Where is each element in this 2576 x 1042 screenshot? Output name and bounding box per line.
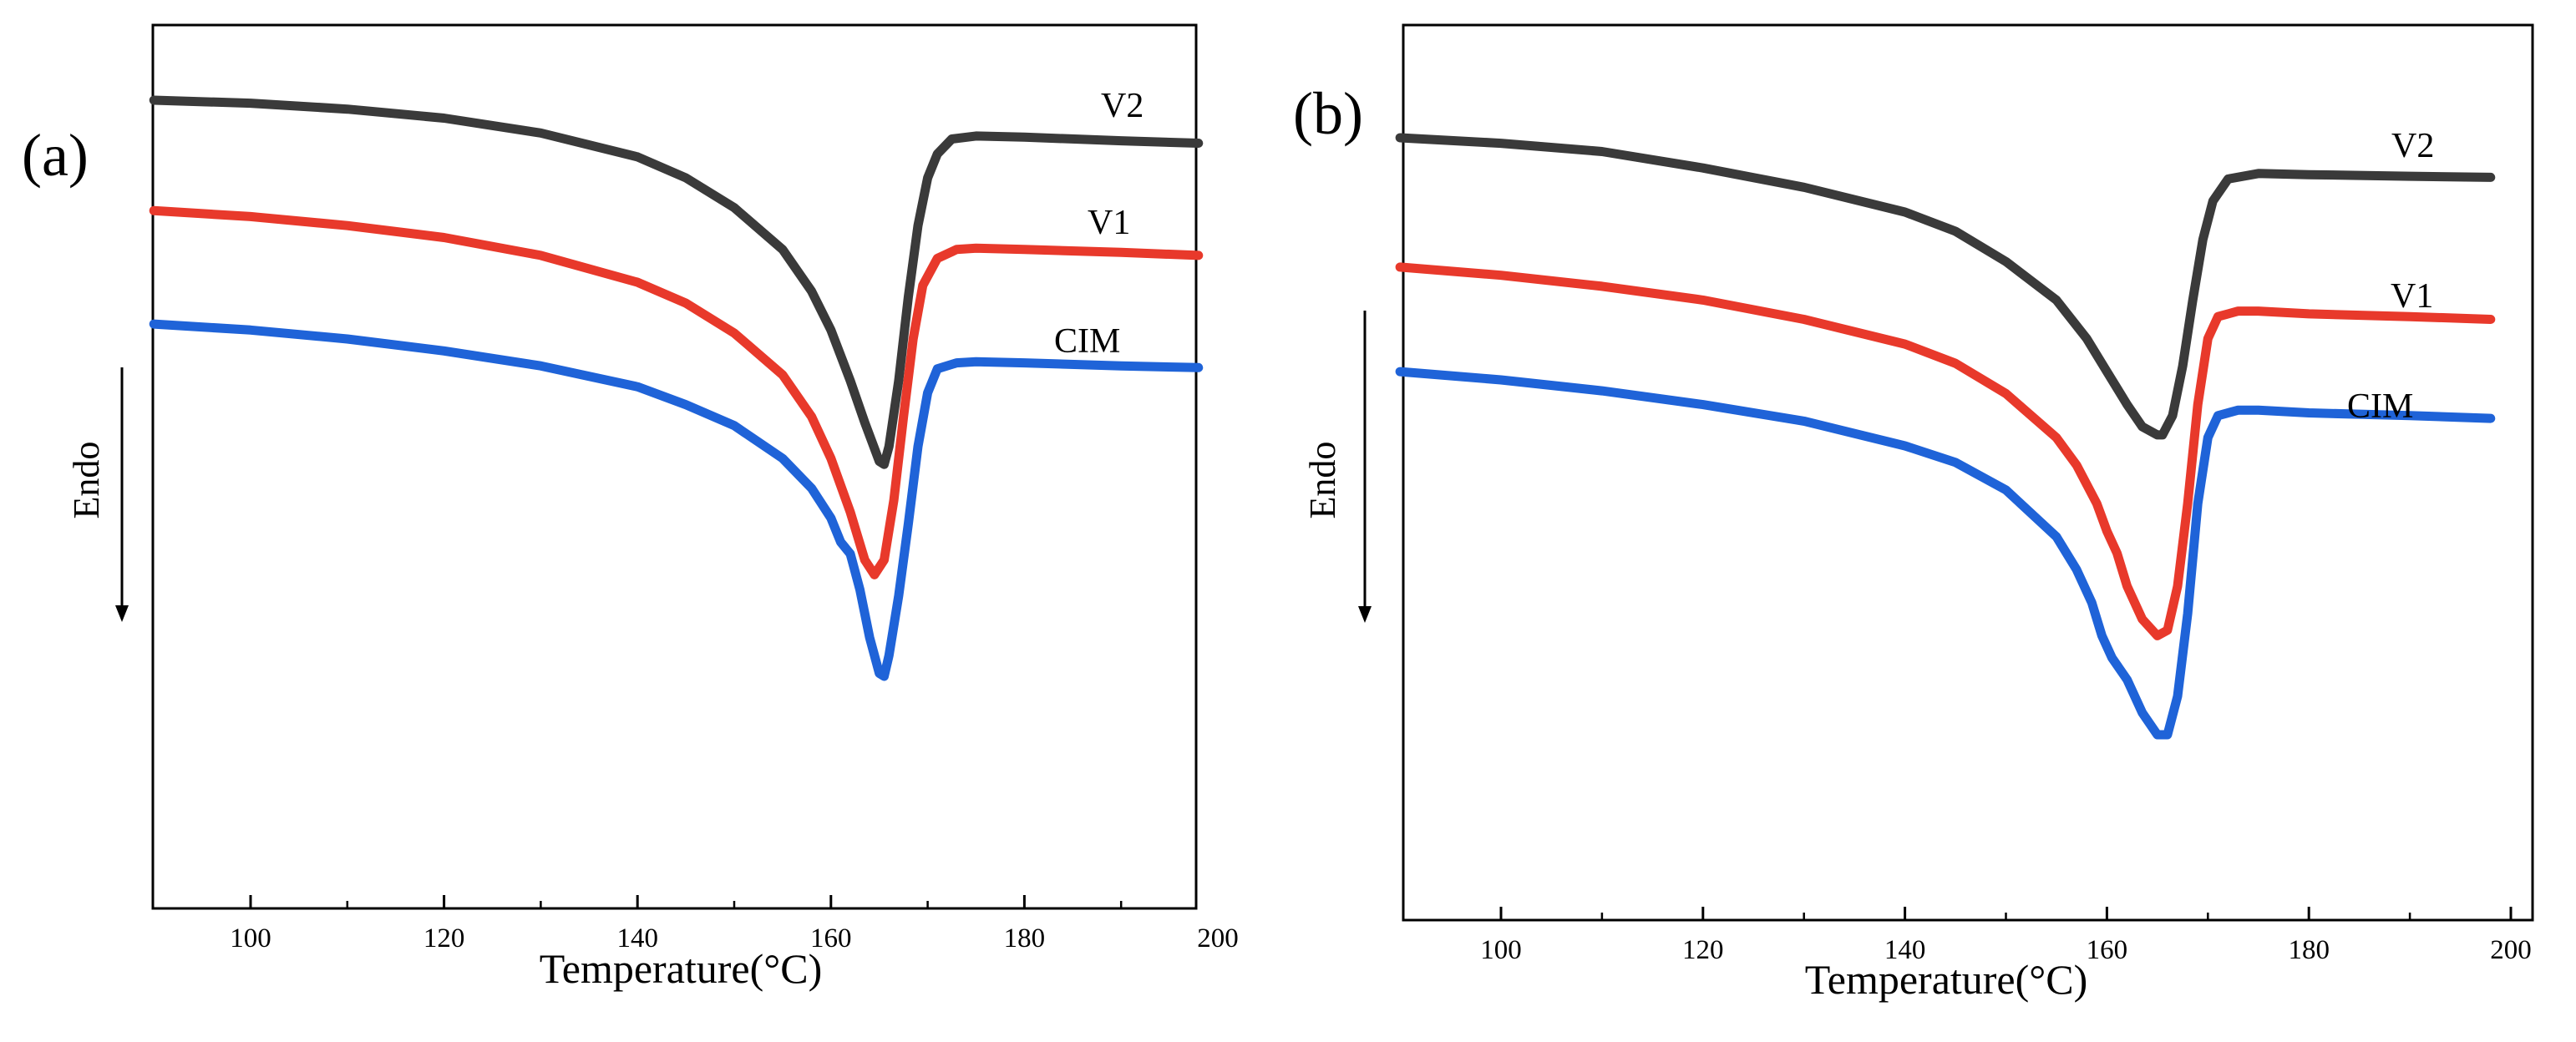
series-line-v1 xyxy=(1395,262,2496,640)
series-label-v2: V2 xyxy=(1101,87,1143,125)
x-tick-label: 120 xyxy=(1682,935,1724,965)
series-label-v1: V1 xyxy=(1088,204,1130,242)
series-line-v2 xyxy=(149,95,1204,469)
series-line-cim xyxy=(1395,367,2496,740)
x-tick-label: 200 xyxy=(1197,923,1239,953)
y-axis-label: Endo xyxy=(1302,442,1343,519)
series-label-cim: CIM xyxy=(1054,322,1120,361)
x-tick-label: 140 xyxy=(1884,935,1926,965)
panel-a: 100 120 140 160 180 200 V2 V1 CIM (a) Endo Temperat… xyxy=(22,23,1239,992)
x-tick-label: 160 xyxy=(2087,935,2128,965)
x-tick-label: 100 xyxy=(230,923,271,953)
panel-label: (a) xyxy=(22,122,89,189)
series-line-v1 xyxy=(149,205,1204,579)
endo-arrow-head xyxy=(1358,606,1372,623)
x-tick-label: 180 xyxy=(1004,923,1046,953)
panel-b: 100 120 140 160 180 200 V2 V1 CIM (b) Endo Temperat… xyxy=(1293,23,2534,1003)
series-label-v1: V1 xyxy=(2391,277,2433,316)
plot-frame xyxy=(1402,23,2534,922)
endo-arrow-head xyxy=(115,605,129,622)
series-line-cim xyxy=(149,319,1204,681)
series-line-v2 xyxy=(1395,133,2496,440)
x-axis-title: Temperature(°C) xyxy=(540,945,823,992)
y-axis-label: Endo xyxy=(66,442,107,519)
panel-label: (b) xyxy=(1293,80,1363,147)
plot-frame xyxy=(151,23,1198,910)
series-label-cim: CIM xyxy=(2347,387,2413,426)
x-tick-label: 120 xyxy=(423,923,465,953)
series-label-v2: V2 xyxy=(2391,127,2434,165)
x-tick-label: 100 xyxy=(1480,935,1522,965)
x-tick-label: 200 xyxy=(2490,935,2532,965)
x-tick-label: 180 xyxy=(2288,935,2330,965)
x-axis-title: Temperature(°C) xyxy=(1805,956,2088,1003)
x-tick-label: 140 xyxy=(616,923,658,953)
x-tick-label: 160 xyxy=(810,923,852,953)
